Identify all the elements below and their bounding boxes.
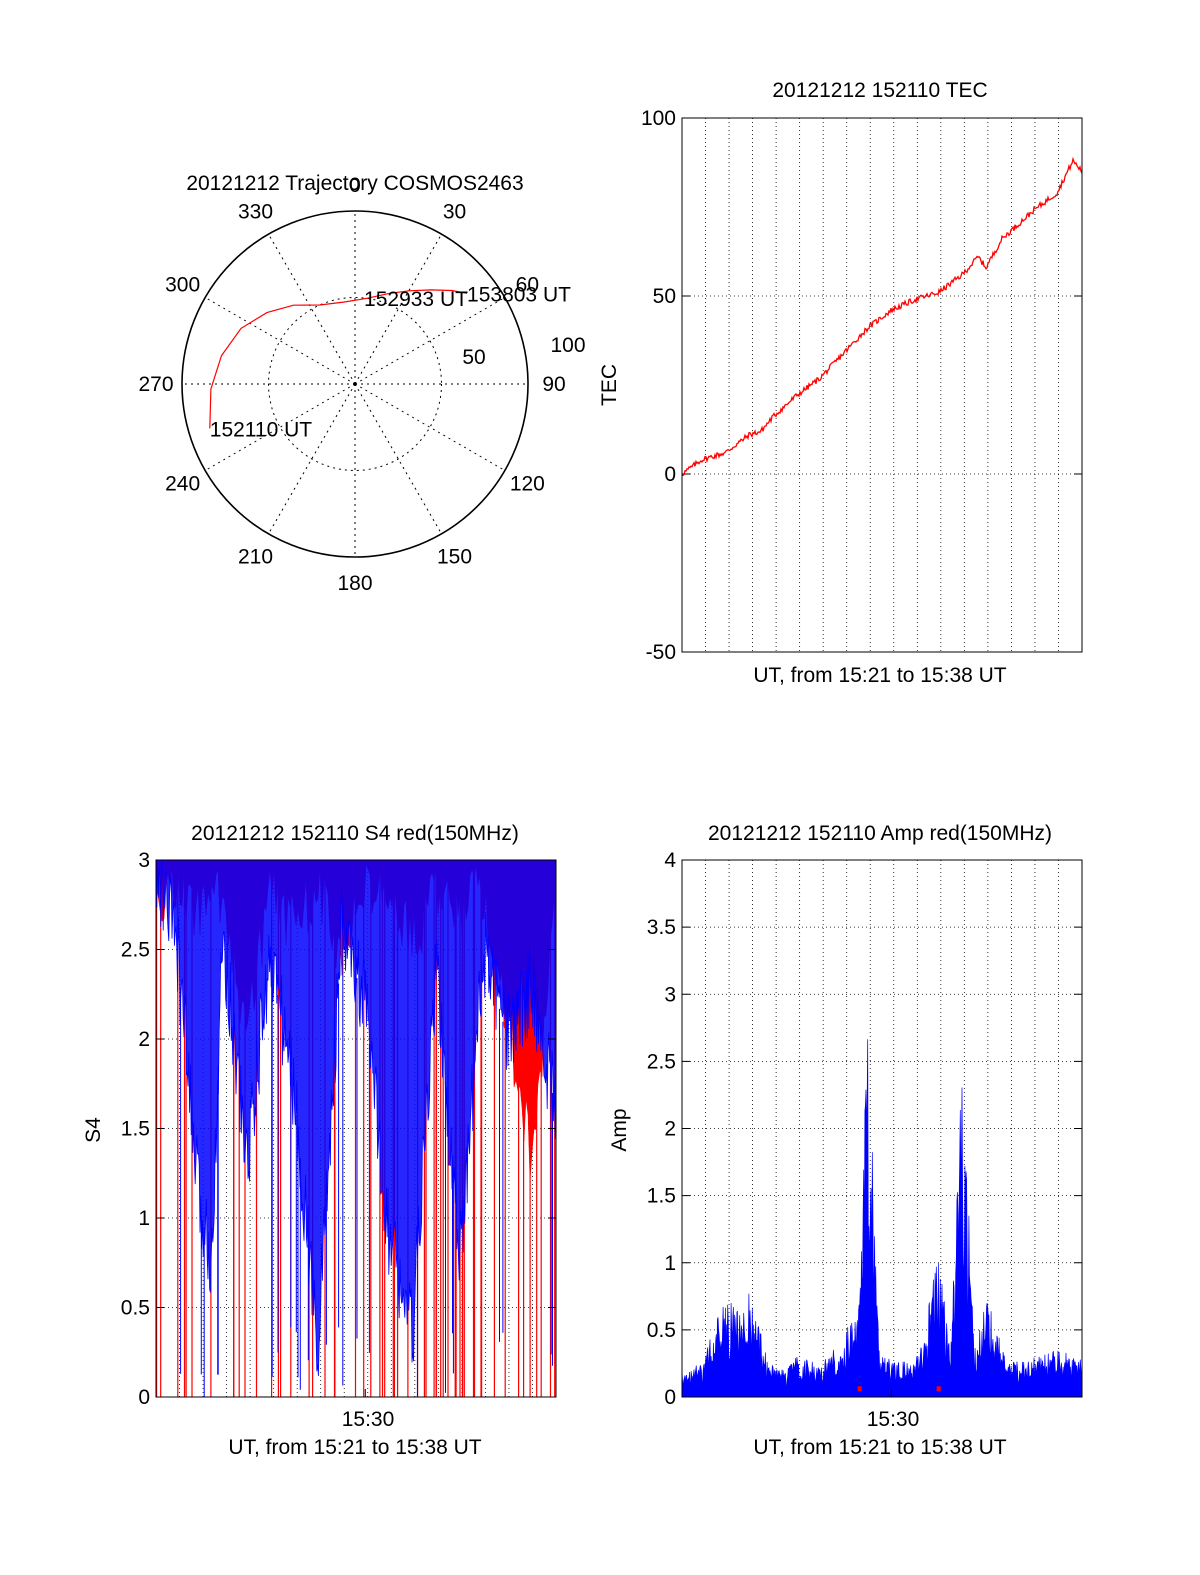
trajectory-annotation: 152110 UT [210, 418, 313, 441]
s4-xtick-label: 15:30 [342, 1408, 395, 1431]
amp-axes-frame [681, 859, 1083, 1398]
polar-angle-label: 60 [516, 274, 539, 297]
tec-grid [682, 117, 1082, 653]
y-tick-label: 0 [138, 1386, 150, 1409]
amp-title: 20121212 152110 Amp red(150MHz) [708, 822, 1052, 845]
y-tick-label: 0.5 [121, 1297, 150, 1320]
y-tick-label: 4 [664, 849, 676, 872]
y-tick-label: 2.5 [121, 939, 150, 962]
polar-spoke [268, 383, 356, 535]
amp-blue-area [681, 1039, 1083, 1398]
trajectory-annotation: 152933 UT [364, 288, 468, 311]
s4-panel: 20121212 152110 S4 red(150MHz) 0 0.5 1 1.5 2… [82, 822, 557, 1459]
polar-angle-label: 180 [337, 572, 372, 595]
amp-ylabel: Amp [608, 1108, 631, 1151]
y-tick-label: 1.5 [121, 1118, 150, 1141]
polar-angle-label: 150 [437, 545, 472, 568]
y-tick-label: 2.5 [647, 1050, 676, 1073]
y-tick-label: 3 [664, 983, 676, 1006]
polar-angle-label: 90 [542, 373, 565, 396]
polar-panel: 20121212 Trajectory COSMOS2463 0 30 60 90 12… [138, 172, 585, 595]
s4-blue-area [155, 859, 557, 1377]
amp-series [681, 1039, 1083, 1398]
amp-red-marker [936, 1386, 941, 1392]
polar-title: 20121212 Trajectory COSMOS2463 [186, 172, 523, 195]
polar-angle-label: 270 [138, 373, 173, 396]
tec-axes-frame [681, 117, 1083, 653]
polar-inner-circle [268, 297, 442, 471]
polar-outer-circle [181, 210, 529, 558]
y-tick-label: 1.5 [647, 1185, 676, 1208]
polar-spoke [204, 383, 356, 471]
y-tick-label: 0 [664, 463, 676, 486]
y-tick-label: 1 [664, 1252, 676, 1275]
amp-y-ticks: 0 0.5 1 1.5 2 2.5 3 3.5 4 [647, 849, 1082, 1409]
polar-angle-label: 0 [349, 174, 361, 197]
polar-spoke [354, 297, 506, 385]
y-tick-label: -50 [646, 641, 676, 664]
amp-panel: 20121212 152110 Amp red(150MHz) 0 0.5 1 1.5… [608, 822, 1083, 1459]
polar-spoke [354, 383, 442, 535]
s4-axes-frame [155, 859, 557, 1398]
s4-series [155, 859, 557, 1397]
y-tick-label: 50 [653, 285, 676, 308]
y-tick-label: 100 [641, 107, 676, 130]
amp-xtick-label: 15:30 [867, 1408, 920, 1431]
tec-series-line [682, 156, 1083, 476]
polar-radius-label: 50 [462, 346, 485, 369]
polar-radius-label: 100 [550, 334, 585, 357]
s4-ylabel: S4 [82, 1117, 105, 1143]
amp-red-marker [857, 1386, 862, 1392]
polar-angle-label: 330 [238, 201, 273, 224]
y-tick-label: 2 [664, 1118, 676, 1141]
y-tick-label: 1 [138, 1207, 150, 1230]
polar-spoke [354, 233, 442, 385]
tec-title: 20121212 152110 TEC [772, 79, 987, 102]
tec-panel: 20121212 152110 TEC -50 0 50 100 TEC UT, fr… [598, 79, 1083, 687]
s4-xlabel: UT, from 15:21 to 15:38 UT [228, 1436, 481, 1459]
polar-angle-label: 210 [238, 545, 273, 568]
y-tick-label: 3.5 [647, 916, 676, 939]
amp-grid [682, 859, 1082, 1398]
polar-spoke [354, 383, 506, 471]
polar-angle-label: 120 [510, 473, 545, 496]
polar-spoke [204, 297, 356, 385]
polar-angle-label: 30 [443, 201, 466, 224]
tec-xlabel: UT, from 15:21 to 15:38 UT [753, 664, 1006, 687]
polar-angle-label: 240 [165, 473, 200, 496]
tec-ylabel: TEC [598, 364, 621, 406]
amp-xlabel: UT, from 15:21 to 15:38 UT [753, 1436, 1006, 1459]
y-tick-label: 3 [138, 849, 150, 872]
polar-grid [181, 210, 529, 558]
y-tick-label: 2 [138, 1028, 150, 1051]
s4-title: 20121212 152110 S4 red(150MHz) [191, 822, 519, 845]
trajectory-line [209, 289, 468, 429]
s4-y-ticks: 0 0.5 1 1.5 2 2.5 3 [121, 849, 556, 1409]
tec-y-ticks: -50 0 50 100 [641, 107, 1082, 664]
trajectory-annotations: 152110 UT 152933 UT 153803 UT [210, 283, 571, 441]
trajectory-annotation: 153803 UT [467, 283, 571, 306]
polar-radius-labels: 50 100 [462, 334, 585, 369]
polar-angle-labels: 0 30 60 90 120 150 180 210 240 270 300 330 [138, 174, 565, 595]
y-tick-label: 0.5 [647, 1319, 676, 1342]
polar-angle-label: 300 [165, 274, 200, 297]
polar-spoke [268, 233, 356, 385]
y-tick-label: 0 [664, 1386, 676, 1409]
